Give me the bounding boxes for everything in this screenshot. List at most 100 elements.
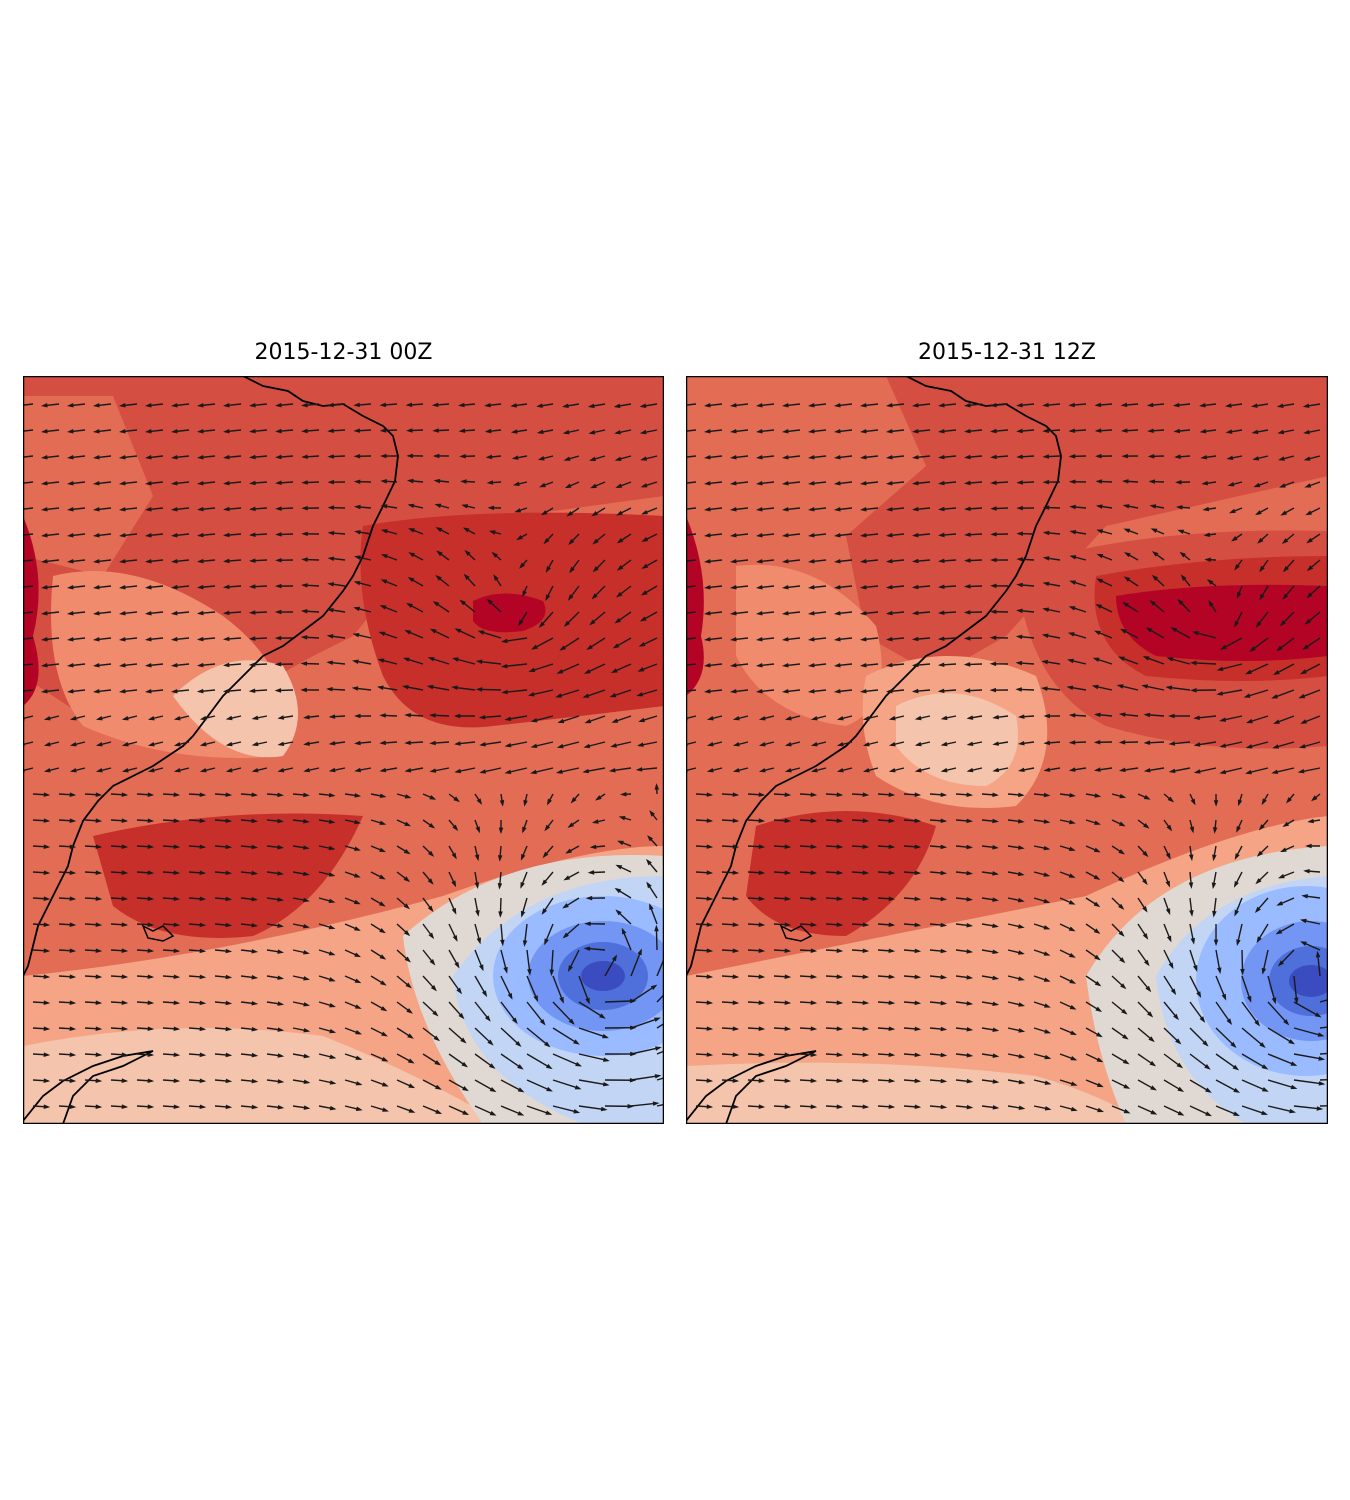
wind-arrow-head <box>1243 693 1251 698</box>
wind-arrow-head <box>170 429 178 434</box>
wind-arrow-shaft <box>23 455 34 458</box>
wind-arrow-head <box>144 584 152 590</box>
wind-arrow-head <box>1277 873 1285 879</box>
wind-arrow-head <box>43 1078 51 1083</box>
wind-arrow-head <box>170 506 178 512</box>
wind-arrow-head <box>862 948 870 953</box>
wind-arrow-head <box>914 922 922 928</box>
wind-arrow-head <box>251 1104 259 1110</box>
wind-arrow-head <box>588 430 596 435</box>
wind-arrow-head <box>69 844 77 849</box>
wind-arrow-head <box>964 428 971 434</box>
wind-arrow-head <box>1068 479 1076 485</box>
wind-arrow-head <box>249 428 256 434</box>
wind-arrow-head <box>1017 740 1025 746</box>
wind-arrow-head <box>1018 1028 1026 1033</box>
wind-arrow-head <box>1306 592 1313 599</box>
wind-arrow-head <box>833 429 841 434</box>
wind-arrow-head <box>95 948 103 953</box>
wind-arrow-head <box>517 1064 524 1070</box>
wind-arrow-head <box>1068 428 1076 433</box>
wind-arrow-head <box>1234 909 1239 917</box>
wind-arrow-head <box>781 611 789 616</box>
wind-arrow-head <box>1190 937 1196 945</box>
wind-arrow-head <box>1261 967 1267 975</box>
wind-arrow-head <box>493 574 499 581</box>
wind-arrow-head <box>584 921 591 926</box>
wind-arrow-head <box>885 636 893 642</box>
wind-arrow-head <box>885 403 893 408</box>
wind-arrow-head <box>732 792 740 797</box>
wind-vector-grid <box>686 402 1328 1117</box>
wind-arrow-head <box>429 768 437 773</box>
wind-arrow-head <box>1245 769 1252 775</box>
wind-arrow-head <box>485 454 493 460</box>
wind-arrow-head <box>530 769 537 775</box>
wind-arrow-head <box>92 429 100 434</box>
wind-arrow-shaft <box>656 1077 664 1081</box>
wind-arrow-head <box>225 948 233 954</box>
wind-arrow-head <box>479 742 486 747</box>
wind-arrow-head <box>862 922 870 927</box>
wind-arrow-head <box>1261 798 1267 806</box>
wind-arrow-head <box>784 818 792 823</box>
wind-arrow-head <box>277 715 285 720</box>
wind-arrow-head <box>589 619 596 626</box>
wind-arrow-head <box>729 663 737 668</box>
wind-arrow-head <box>1118 712 1126 717</box>
wind-arrow-shaft <box>1267 975 1276 1003</box>
wind-arrow-head <box>1188 882 1194 889</box>
wind-arrow-head <box>1068 926 1076 932</box>
wind-arrow-head <box>406 478 414 484</box>
wind-arrow-shaft <box>23 637 34 640</box>
wind-arrow-shaft <box>1293 1053 1324 1060</box>
wind-arrow-head <box>380 529 388 534</box>
wind-arrow-head <box>539 482 546 488</box>
wind-arrow-head <box>118 507 126 512</box>
wind-arrow-head <box>1165 908 1171 916</box>
wind-arrow-head <box>327 582 335 587</box>
wind-arrow-head <box>1066 685 1074 691</box>
wind-arrow-head <box>1193 965 1198 972</box>
wind-arrow-head <box>1226 455 1234 461</box>
wind-arrow-head <box>859 429 867 434</box>
wind-arrow-head <box>859 532 867 538</box>
wind-arrow-head <box>1018 767 1025 773</box>
wind-arrow-head <box>251 1078 259 1084</box>
wind-arrow-head <box>1204 557 1211 563</box>
wind-arrow-head <box>703 585 711 590</box>
wind-arrow-head <box>1118 849 1126 855</box>
wind-arrow-head <box>303 1079 311 1085</box>
wind-arrow-head <box>836 818 844 823</box>
wind-arrow-head <box>729 533 737 538</box>
wind-arrow-head <box>938 480 945 486</box>
wind-arrow-head <box>807 429 815 434</box>
wind-arrow-head <box>144 507 152 512</box>
wind-arrow-head <box>732 948 740 953</box>
wind-arrow-head <box>1145 627 1153 633</box>
wind-arrow-head <box>646 881 652 889</box>
wind-arrow-head <box>497 855 503 862</box>
wind-arrow-head <box>275 480 282 486</box>
wind-arrow-head <box>546 1086 553 1092</box>
wind-arrow-head <box>992 1105 1000 1110</box>
wind-arrow-head <box>170 610 178 616</box>
wind-arrow-head <box>277 871 284 876</box>
wind-arrow-head <box>1176 1062 1184 1069</box>
wind-arrow-head <box>405 982 412 989</box>
wind-arrow-head <box>1016 608 1023 614</box>
wind-arrow-head <box>1256 850 1263 857</box>
wind-arrow-head <box>703 559 711 564</box>
wind-arrow-head <box>511 1017 518 1025</box>
wind-arrow-head <box>1165 685 1173 690</box>
wind-arrow-head <box>703 429 711 434</box>
wind-arrow-head <box>781 689 789 694</box>
wind-arrow-head <box>1068 740 1076 745</box>
wind-arrow-head <box>732 1000 740 1005</box>
wind-arrow-head <box>40 455 48 460</box>
wind-arrow-head <box>940 844 948 850</box>
wind-arrow-head <box>602 1081 610 1087</box>
wind-arrow-head <box>784 870 792 875</box>
wind-arrow-head <box>379 605 387 610</box>
wind-arrow-head <box>614 617 622 624</box>
